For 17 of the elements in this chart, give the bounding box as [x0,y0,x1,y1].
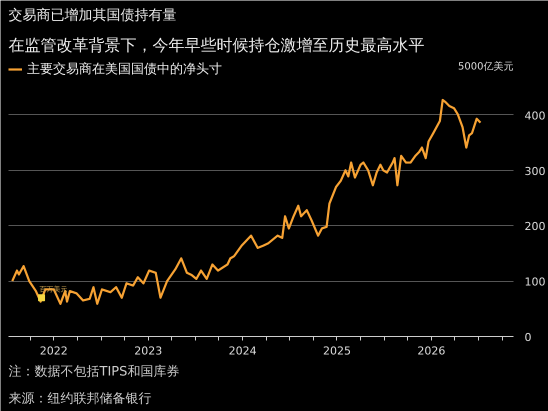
y-tick-label: 400 [524,109,546,122]
line-series [11,98,482,305]
x-tick-label: 2022 [40,344,68,358]
chart-title: 交易商已增加其国债持有量 [8,8,176,24]
x-tick-label: 2025 [322,344,351,358]
source-note: 来源：纽约联邦储备银行 [8,392,152,406]
legend-label: 主要交易商在美国国债中的净头寸 [27,61,222,78]
y-tick-label: 300 [524,164,546,178]
chart-subtitle: 在监管改革背景下，今年早些时候持仓激增至历史最高水平 [8,36,424,54]
text: 注：数据不包括TIPS和国库券 [8,364,180,380]
y-axis-title: 5000亿美元 [458,60,514,72]
x-tick-label: 2026 [417,344,446,358]
y-tick-label: 200 [524,220,546,234]
x-tick-label: 2023 [134,344,162,358]
x-tick-label: 2024 [228,344,257,358]
y-tick-label: 0 [524,331,532,344]
y-tick-label: 100 [524,276,546,289]
